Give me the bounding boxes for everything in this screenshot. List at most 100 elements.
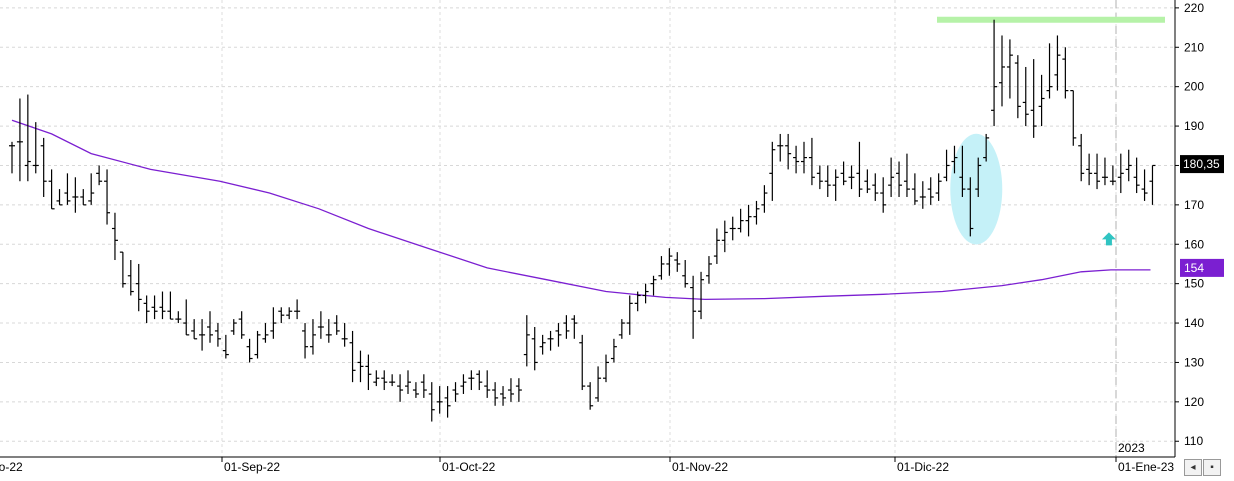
- ohlc-bar: [254, 330, 261, 359]
- ohlc-bar: [864, 169, 871, 194]
- ohlc-bar: [317, 311, 324, 339]
- ohlc-bar: [1014, 55, 1021, 119]
- ohlc-bar: [286, 307, 293, 320]
- ohlc-bar: [927, 177, 934, 205]
- ohlc-bar: [230, 319, 237, 335]
- ohlc-bar: [777, 133, 784, 162]
- ohlc-bar: [96, 165, 103, 186]
- ohlc-bar: [405, 370, 411, 394]
- ohlc-bar: [397, 374, 404, 402]
- ohlc-bar: [484, 370, 491, 398]
- ohlc-bar: [64, 173, 71, 205]
- ohlc-bar: [840, 161, 847, 186]
- y-tick-label: 140: [1184, 316, 1204, 330]
- ohlc-bar: [587, 382, 594, 410]
- ohlc-bar: [412, 382, 419, 398]
- ohlc-bar: [492, 382, 499, 406]
- moving-average-line: [11, 119, 1151, 301]
- ohlc-bar: [690, 275, 697, 339]
- x-tick-label: 01-Ene-23: [1118, 460, 1174, 474]
- ohlc-bar: [24, 94, 31, 182]
- ohlc-bar: [72, 177, 79, 213]
- ohlc-bar: [444, 386, 451, 418]
- up-arrow-icon: [1101, 232, 1116, 246]
- ohlc-bar: [191, 319, 198, 340]
- ohlc-bar: [357, 350, 364, 383]
- ohlc-bar: [801, 141, 807, 174]
- y-tick-label: 190: [1184, 119, 1204, 133]
- ohlc-bar: [674, 252, 681, 272]
- ohlc-bar: [214, 323, 221, 347]
- ohlc-bar: [634, 291, 641, 312]
- ohlc-bar: [595, 366, 602, 402]
- ohlc-bar: [1054, 35, 1061, 91]
- last-price-label: 180,35: [1183, 157, 1220, 171]
- ohlc-bar: [135, 263, 142, 312]
- ohlc-bar: [1030, 59, 1037, 138]
- ohlc-bar: [1062, 47, 1069, 99]
- ohlc-bar: [642, 283, 649, 304]
- ma-value-tag: [1180, 258, 1224, 277]
- ohlc-bar: [460, 374, 467, 394]
- y-tick-label: 110: [1184, 434, 1203, 448]
- ohlc-bar: [1141, 169, 1148, 201]
- ohlc-bar: [824, 165, 831, 197]
- y-tick-label: 160: [1184, 237, 1204, 251]
- ohlc-bar: [682, 260, 689, 288]
- ohlc-bar: [658, 256, 665, 280]
- ohlc-bar: [468, 370, 475, 391]
- ohlc-bar: [808, 137, 815, 186]
- ohlc-bar: [56, 189, 63, 206]
- ohlc-bar: [880, 177, 887, 213]
- ohlc-bar: [167, 291, 174, 320]
- ohlc-bar: [222, 334, 229, 359]
- ohlc-bar: [1149, 164, 1156, 205]
- ohlc-bar: [1125, 149, 1132, 182]
- ohlc-bar: [975, 157, 982, 197]
- ohlc-bar: [111, 212, 118, 261]
- ohlc-bar: [143, 295, 150, 324]
- ohlc-bar: [761, 185, 768, 213]
- ohlc-bar: [119, 251, 126, 288]
- ohlc-bar: [325, 319, 332, 343]
- ohlc-bar: [832, 169, 839, 201]
- ohlc-bar: [151, 295, 158, 320]
- ohlc-bar: [246, 338, 253, 363]
- ohlc-bar: [523, 315, 530, 367]
- ohlc-bar: [1022, 66, 1029, 127]
- save-icon[interactable]: ▪: [1203, 459, 1221, 476]
- ohlc-bar: [238, 311, 245, 339]
- ohlc-bar: [896, 161, 903, 197]
- ohlc-bar: [603, 354, 609, 383]
- ohlc-bar: [650, 275, 657, 296]
- ohlc-bar: [1094, 153, 1101, 190]
- ohlc-bar: [1038, 74, 1045, 127]
- ohlc-bar: [1109, 165, 1116, 186]
- ohlc-bar: [547, 330, 554, 351]
- last-price-tag: [1180, 155, 1224, 174]
- ohlc-bar: [9, 141, 15, 174]
- ohlc-bar: [16, 98, 23, 182]
- ohlc-bar: [262, 323, 269, 343]
- x-tick-label: 01-Dic-22: [897, 460, 949, 474]
- y-tick-label: 170: [1184, 198, 1204, 212]
- ohlc-bar: [294, 299, 301, 320]
- ohlc-bar: [349, 330, 356, 383]
- ohlc-bar: [999, 35, 1005, 107]
- x-tick-label: Ago-22: [0, 460, 23, 474]
- ohlc-bar: [40, 137, 47, 197]
- chart-scroll-button[interactable]: ◂: [1184, 459, 1202, 476]
- ohlc-bar: [721, 220, 728, 253]
- ohlc-bar: [531, 326, 538, 371]
- y-tick-label: 210: [1184, 40, 1204, 54]
- ohlc-bar: [555, 323, 562, 347]
- ohlc-bar: [389, 374, 396, 387]
- ohlc-bar: [888, 157, 895, 197]
- ohlc-bar: [713, 228, 720, 264]
- ohlc-bar: [159, 291, 166, 320]
- ohlc-bar: [626, 295, 633, 335]
- ohlc-bar: [333, 315, 340, 335]
- ohlc-bar: [935, 173, 942, 201]
